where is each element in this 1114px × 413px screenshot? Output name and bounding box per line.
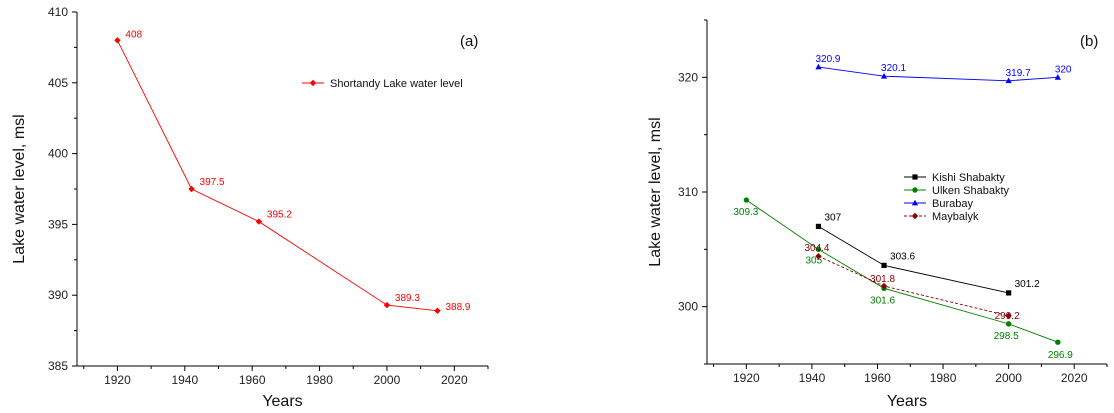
a-data-point	[255, 218, 263, 225]
a-data-label: 388.9	[445, 302, 470, 313]
a-panel-label: (a)	[460, 33, 478, 50]
a-x-tick-label: 1960	[239, 373, 266, 387]
a-legend-label: Shortandy Lake water level	[330, 78, 463, 90]
a-x-axis-label: Years	[262, 393, 302, 410]
a-data-point	[434, 307, 441, 314]
a-data-label: 395.2	[267, 210, 292, 221]
a-x-tick-label: 2020	[441, 373, 468, 387]
a-data-point	[383, 301, 391, 309]
a-data-label: 408	[125, 29, 142, 40]
a-x-tick-label: 1940	[171, 373, 198, 387]
a-y-tick-label: 395	[48, 217, 68, 231]
a-y-tick-label: 400	[48, 147, 68, 161]
a-data-label: 389.3	[395, 293, 420, 304]
a-data-label: 397.5	[200, 177, 225, 188]
a-y-tick-label: 405	[48, 76, 68, 90]
a-y-axis-label: Lake water level, msl	[11, 114, 28, 263]
a-x-tick-label: 2000	[374, 373, 401, 387]
a-y-tick-label: 385	[48, 359, 68, 373]
a-x-tick-label: 1920	[104, 373, 131, 387]
a-series-0: 408 397.5 395.2 389.3 388.9	[114, 29, 471, 314]
a-y-tick-label: 390	[48, 288, 68, 302]
a-data-point	[114, 37, 121, 44]
a-data-point	[188, 185, 195, 193]
a-y-tick-label: 410	[48, 5, 68, 19]
a-legend-marker	[309, 79, 317, 87]
a-x-tick-label: 1980	[306, 373, 333, 387]
